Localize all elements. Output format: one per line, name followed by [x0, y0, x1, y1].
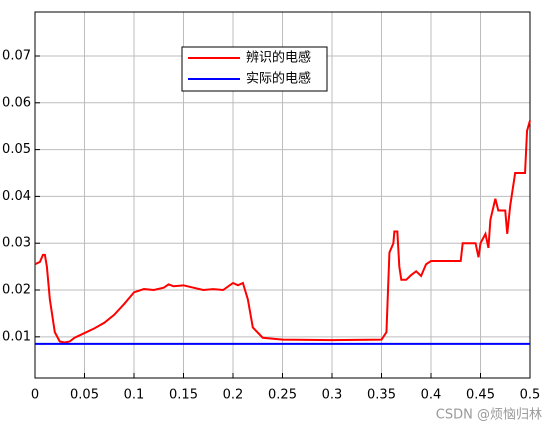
y-tick-label: 0.02 [2, 283, 31, 298]
legend-label: 实际的电感 [246, 71, 311, 87]
watermark: CSDN @烦恼归林 [436, 408, 542, 423]
y-tick-label: 0.05 [2, 142, 31, 157]
plot-frame [34, 11, 531, 379]
data-line [34, 120, 531, 344]
y-tick-label: 0.03 [2, 236, 31, 251]
x-tick-label: 0.25 [268, 388, 297, 403]
y-tick-label: 0.06 [2, 95, 31, 110]
x-tick-label: 0.5 [520, 388, 541, 403]
x-tick-label: 0.2 [223, 388, 244, 403]
x-tick-label: 0 [31, 388, 39, 403]
x-tick-label: 0.3 [322, 388, 343, 403]
y-tick-label: 0.01 [2, 329, 31, 344]
x-tick-label: 0.05 [70, 388, 99, 403]
y-tick-label: 0.04 [2, 189, 31, 204]
legend-box [181, 46, 328, 92]
x-tick-label: 0.15 [169, 388, 198, 403]
x-tick-label: 0.35 [367, 388, 396, 403]
legend-label: 辨识的电感 [246, 50, 311, 66]
x-tick-label: 0.45 [466, 388, 495, 403]
x-tick-label: 0.4 [421, 388, 442, 403]
y-tick-label: 0.07 [2, 48, 31, 63]
x-tick-label: 0.1 [124, 388, 145, 403]
